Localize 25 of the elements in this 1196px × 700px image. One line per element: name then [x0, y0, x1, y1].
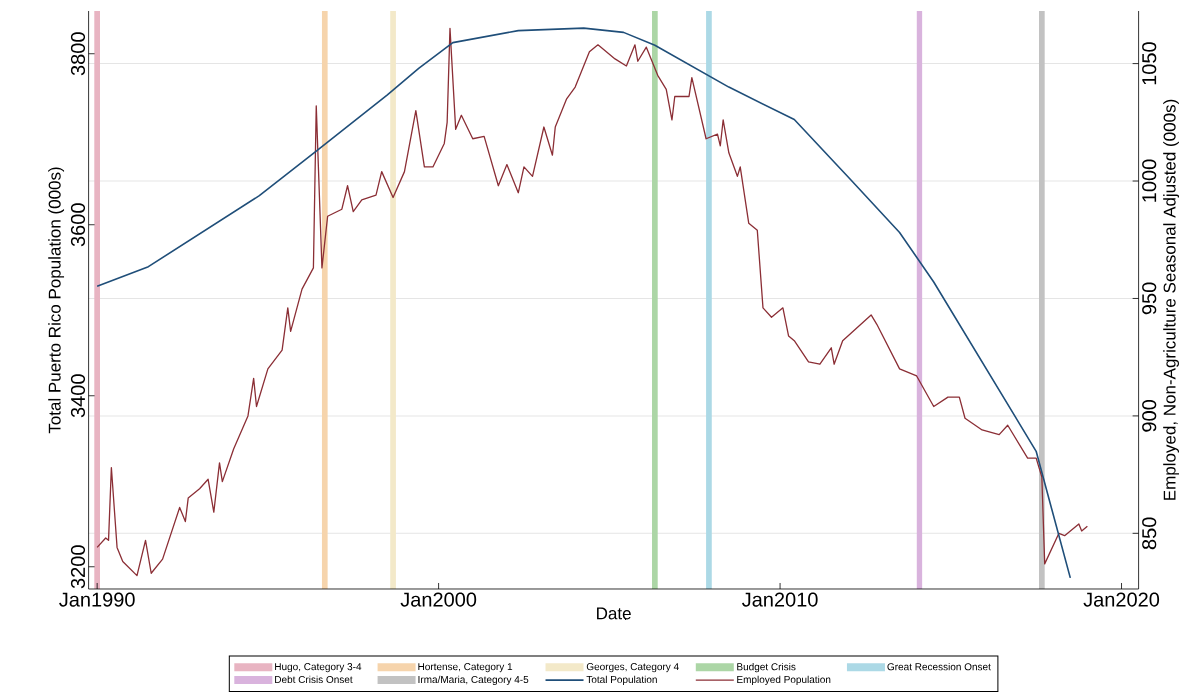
y-tick-label: 3600 [70, 203, 86, 247]
legend-label: Hugo, Category 3-4 [275, 663, 362, 673]
x-axis-title: Date [597, 607, 631, 620]
x-tick-label: Jan1990 [59, 592, 135, 607]
y2-tick-label: 1050 [1142, 42, 1157, 85]
legend-label: Georges, Category 4 [586, 663, 679, 673]
y-tick-label: 3400 [70, 374, 86, 418]
y2-tick-label: 950 [1142, 282, 1157, 315]
legend-label: Hortense, Category 1 [418, 663, 513, 673]
y2-tick-label: 850 [1142, 517, 1157, 550]
legend-label: Debt Crisis Onset [275, 675, 353, 684]
y2-tick-label: 900 [1142, 400, 1157, 432]
legend-label: Employed Population [737, 675, 831, 686]
legend-label: Budget Crisis [737, 662, 796, 673]
x-tick-label: Jan2020 [1083, 592, 1160, 607]
legend-label: Total Population [586, 675, 657, 686]
legend-label: Great Recession Onset [887, 662, 991, 671]
y-tick-label: 3800 [70, 32, 86, 76]
y-tick-label: 3200 [70, 545, 86, 589]
x-tick-label: Jan2010 [742, 592, 818, 607]
x-tick-label: Jan2000 [400, 592, 477, 607]
legend-label: Irma/Maria, Category 4-5 [418, 675, 529, 686]
y2-axis-title: Employed, Non-Agriculture Seasonal Adjusted (000s) [1163, 99, 1179, 500]
y2-tick-label: 1000 [1142, 159, 1157, 202]
y-axis-title: Total Puerto Rico Population (000s) [48, 167, 65, 434]
